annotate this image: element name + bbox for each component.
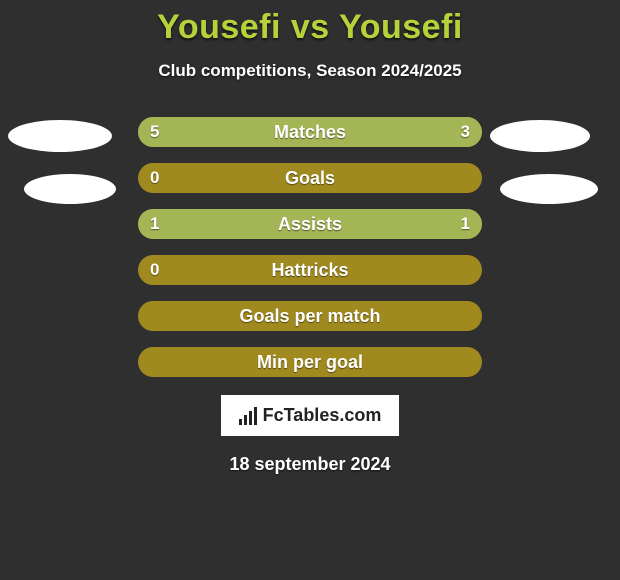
stat-row: Goals per match [0,293,620,339]
stat-row: Hattricks0 [0,247,620,293]
stat-bar-track: Assists11 [138,209,482,239]
comparison-subtitle: Club competitions, Season 2024/2025 [0,61,620,81]
stat-bar-track: Matches53 [138,117,482,147]
stat-value-left: 0 [150,163,159,193]
logo-text: FcTables.com [263,405,382,426]
fctables-logo: FcTables.com [221,395,400,436]
stat-label: Goals [138,163,482,193]
player-badge-placeholder [8,120,112,152]
stat-row: Assists11 [0,201,620,247]
player-badge-placeholder [500,174,598,204]
stat-bar-track: Min per goal [138,347,482,377]
stat-value-left: 5 [150,117,159,147]
comparison-card: Yousefi vs Yousefi Club competitions, Se… [0,0,620,580]
stat-value-left: 0 [150,255,159,285]
stat-value-right: 3 [461,117,470,147]
player-badge-placeholder [24,174,116,204]
stat-label: Goals per match [138,301,482,331]
stat-label: Hattricks [138,255,482,285]
stat-bar-track: Goals0 [138,163,482,193]
stat-bar-right-fill [310,209,482,239]
comparison-title: Yousefi vs Yousefi [0,0,620,47]
stat-bar-left-fill [138,117,353,147]
player-badge-placeholder [490,120,590,152]
stat-bar-left-fill [138,209,310,239]
stat-bar-track: Goals per match [138,301,482,331]
logo-bars-icon [239,407,257,425]
stat-row: Min per goal [0,339,620,385]
stat-bar-track: Hattricks0 [138,255,482,285]
stat-label: Min per goal [138,347,482,377]
stat-value-left: 1 [150,209,159,239]
stat-value-right: 1 [461,209,470,239]
snapshot-date: 18 september 2024 [0,454,620,475]
